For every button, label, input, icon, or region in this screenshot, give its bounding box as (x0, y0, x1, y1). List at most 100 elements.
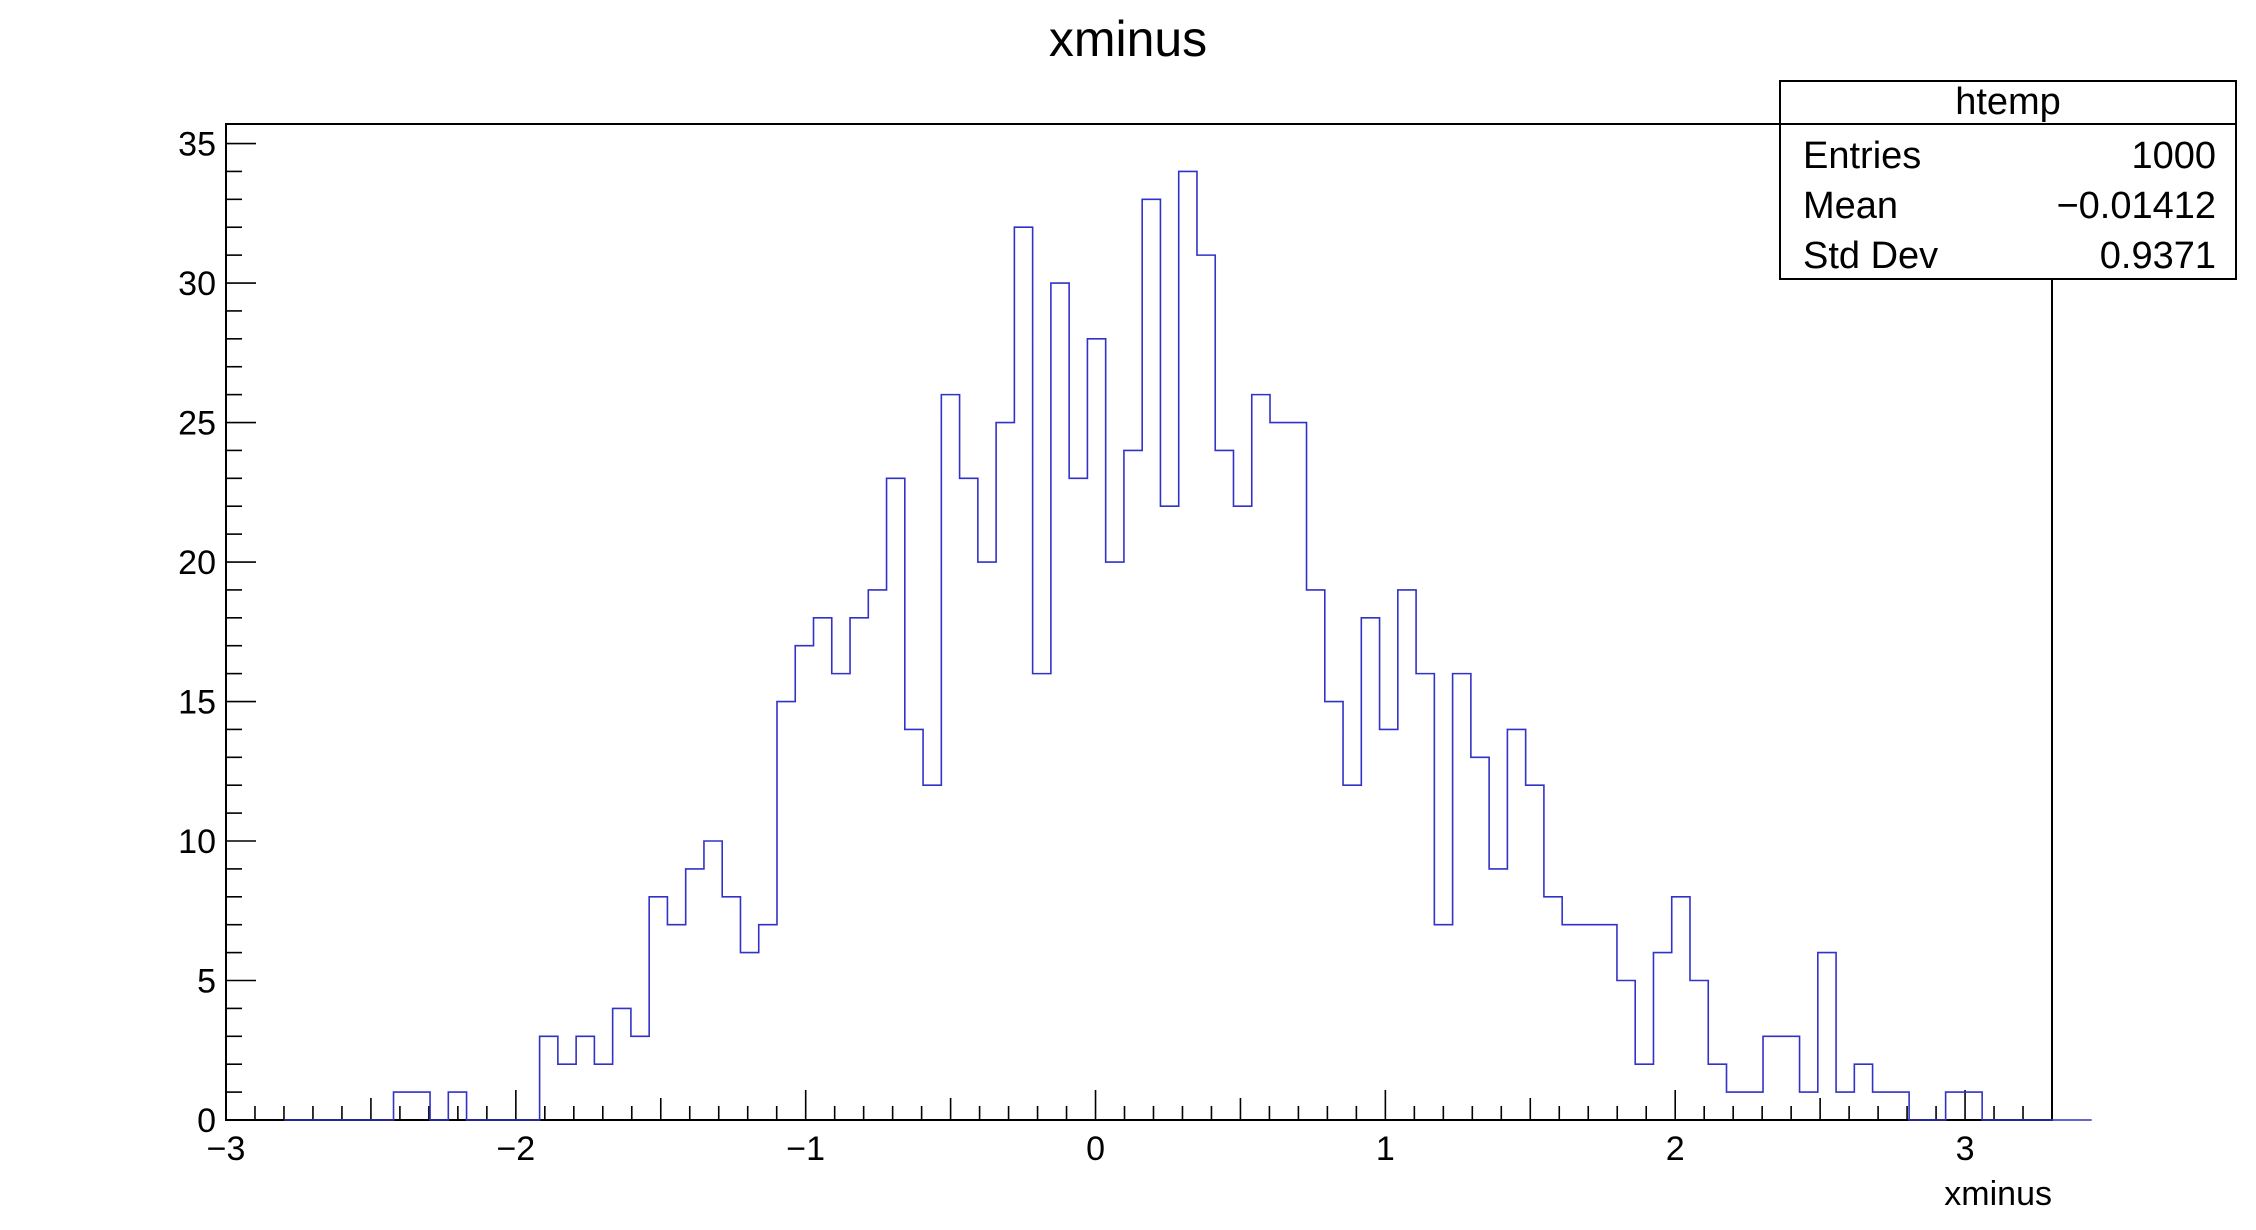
histogram-bin (394, 1092, 412, 1120)
histogram-bin (631, 1036, 649, 1120)
histogram-bin (1361, 618, 1379, 1120)
stats-box: htemp Entries 1000 Mean −0.01412 Std Dev… (1779, 80, 2237, 280)
histogram-bin (1380, 729, 1398, 1120)
stats-mean-value: −0.01412 (2056, 185, 2216, 227)
histogram-bin (814, 618, 832, 1120)
stats-box-frame (1779, 80, 2237, 280)
histogram-bin (1800, 1092, 1818, 1120)
histogram-bin (996, 423, 1014, 1120)
y-tick-label: 5 (197, 963, 216, 1001)
histogram-bin (1307, 590, 1325, 1120)
histogram-bin (1599, 925, 1617, 1120)
histogram-bins (394, 171, 1983, 1120)
histogram-bin (1672, 897, 1690, 1120)
x-tick-label: −3 (207, 1130, 246, 1168)
histogram-bin (613, 1008, 631, 1120)
histogram-bin (667, 925, 685, 1120)
histogram-bin (1160, 506, 1178, 1120)
histogram-bin (1946, 1092, 1964, 1120)
x-tick-label: −1 (786, 1130, 825, 1168)
chart-title: xminus (1049, 11, 1207, 67)
histogram-bin (1014, 227, 1032, 1120)
y-tick-label: 25 (178, 405, 216, 443)
y-tick-label: 20 (178, 544, 216, 582)
histogram-bin (1069, 478, 1087, 1120)
histogram-bin (1325, 702, 1343, 1120)
plot-frame (225, 123, 2053, 1121)
histogram-bin (1653, 953, 1671, 1120)
histogram-bin (1580, 925, 1598, 1120)
y-tick-label: 0 (197, 1102, 216, 1140)
histogram-bin (1745, 1092, 1763, 1120)
histogram-bin (722, 897, 740, 1120)
histogram-bin (412, 1092, 430, 1120)
stats-entries-value: 1000 (2131, 135, 2216, 177)
histogram-bin (1873, 1092, 1891, 1120)
histogram-bin (1544, 897, 1562, 1120)
histogram-bin (704, 841, 722, 1120)
histogram-bin (1836, 1092, 1854, 1120)
stats-stddev-value: 0.9371 (2100, 235, 2216, 277)
histogram-bin (868, 590, 886, 1120)
x-tick-label: 1 (1376, 1130, 1395, 1168)
histogram-bin (795, 646, 813, 1120)
histogram-bin (1562, 925, 1580, 1120)
histogram-bin (576, 1036, 594, 1120)
x-tick-label: 3 (1956, 1130, 1975, 1168)
stats-box-title: htemp (1955, 81, 2061, 123)
histogram-bin (1416, 674, 1434, 1120)
histogram-bin (1617, 981, 1635, 1120)
histogram-bin (1854, 1064, 1872, 1120)
x-tick-label: −2 (496, 1130, 535, 1168)
histogram-bin (759, 925, 777, 1120)
histogram-bin (1526, 785, 1544, 1120)
histogram-bin (1398, 590, 1416, 1120)
histogram-bin (1197, 255, 1215, 1120)
x-tick-label: 2 (1666, 1130, 1685, 1168)
histogram-bin (832, 674, 850, 1120)
histogram-bin (960, 478, 978, 1120)
histogram-bin (1270, 423, 1288, 1120)
stats-stddev-label: Std Dev (1803, 235, 1938, 277)
histogram-bin (1964, 1092, 1982, 1120)
histogram-bin (1708, 1064, 1726, 1120)
histogram-bin (1489, 869, 1507, 1120)
histogram-bin (1215, 450, 1233, 1120)
histogram-bin (1343, 785, 1361, 1120)
histogram-bin (777, 702, 795, 1120)
histogram-bin (850, 618, 868, 1120)
histogram-bin (740, 953, 758, 1120)
histogram-bin (1033, 674, 1051, 1120)
histogram-bin (1434, 925, 1452, 1120)
histogram-bin (1818, 953, 1836, 1120)
histogram-bin (1453, 674, 1471, 1120)
histogram-bin (887, 478, 905, 1120)
y-tick-label: 10 (178, 823, 216, 861)
histogram-bin (1690, 981, 1708, 1120)
histogram-bin (923, 785, 941, 1120)
histogram-bin (1288, 423, 1306, 1120)
x-axis: −3 −2 −1 0 1 2 3 (207, 1090, 2053, 1168)
histogram-bin (941, 395, 959, 1120)
histogram-bin (1087, 339, 1105, 1120)
histogram-bin (1142, 199, 1160, 1120)
histogram-bin (1179, 171, 1197, 1120)
stats-mean-label: Mean (1803, 185, 1898, 227)
histogram-bin (905, 729, 923, 1120)
histogram-bin (649, 897, 667, 1120)
histogram-bin (1471, 757, 1489, 1120)
x-tick-label: 0 (1086, 1130, 1105, 1168)
histogram-bin (1124, 450, 1142, 1120)
histogram-bin (1763, 1036, 1781, 1120)
y-tick-label: 35 (178, 126, 216, 164)
histogram-bin (540, 1036, 558, 1120)
histogram-series-line (283, 170, 2092, 1121)
histogram-bin (1252, 395, 1270, 1120)
y-tick-label: 15 (178, 684, 216, 722)
histogram-bin (1106, 562, 1124, 1120)
stats-entries-label: Entries (1803, 135, 1921, 177)
y-tick-label: 30 (178, 265, 216, 303)
x-axis-title: xminus (1944, 1175, 2052, 1213)
histogram-bin (1507, 729, 1525, 1120)
